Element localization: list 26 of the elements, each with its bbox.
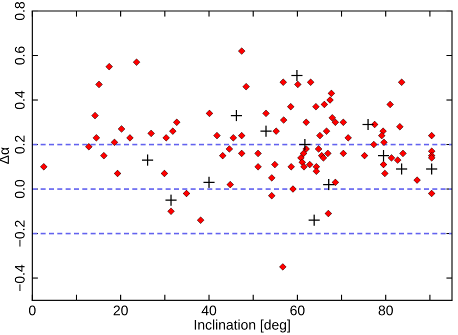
y-tick-label: 0.4: [14, 90, 25, 110]
point: [425, 162, 438, 176]
point: [290, 69, 304, 82]
point: [141, 154, 154, 166]
point: [395, 162, 408, 176]
x-tick-label: 20: [114, 306, 128, 316]
x-tick-label: 80: [378, 306, 393, 316]
y-tick-label: −0.4: [14, 264, 25, 292]
x-tick-label: 40: [202, 306, 216, 316]
point: [377, 149, 390, 162]
x-tick-label: 60: [290, 306, 305, 316]
point: [230, 109, 243, 122]
point: [322, 178, 335, 191]
y-tick-label: 0.0: [14, 180, 25, 198]
y-tick-label: 0.2: [14, 136, 25, 154]
y-tick-label: −0.2: [14, 220, 25, 247]
point: [164, 194, 178, 206]
y-tick-label: 0.8: [14, 2, 25, 20]
point: [202, 176, 216, 189]
point: [362, 118, 374, 131]
x-axis-title: Inclination [deg]: [194, 319, 290, 332]
point: [260, 124, 272, 138]
y-tick-label: 0.6: [14, 46, 25, 65]
point: [298, 138, 312, 151]
x-tick-label: 0: [28, 306, 36, 316]
point: [308, 214, 320, 226]
